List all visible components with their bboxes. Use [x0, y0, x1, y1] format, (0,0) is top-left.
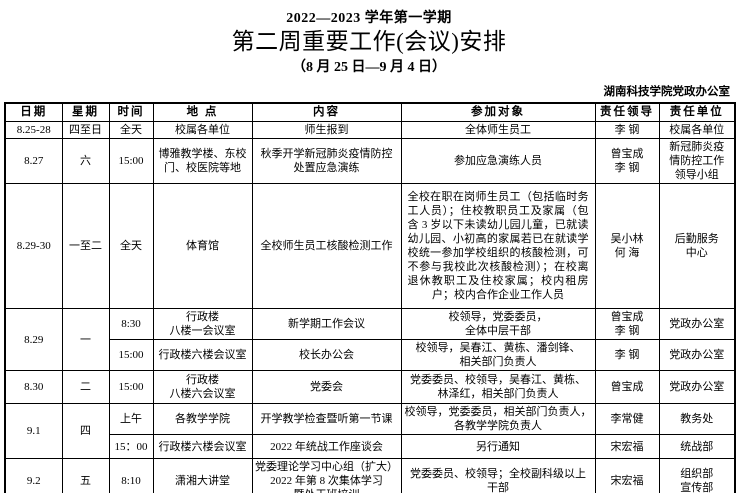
cell-participants: 校领导，吴春江、黄栋、潘剑锋、 相关部门负责人: [400, 339, 596, 371]
cell-participants: 党委委员、校领导；全校副科级以上 干部: [400, 458, 596, 493]
column-header-place: 地 点: [152, 102, 253, 122]
table-row: 9.1 四 上午 各教学学院 开学教学检查暨听第一节课 校领导，党委委员，相关部…: [4, 403, 736, 459]
cell-content: 师生报到: [251, 121, 402, 139]
cell-time: 15:00: [108, 138, 154, 184]
cell-place: 各教学学院: [152, 403, 253, 435]
cell-unit: 党政办公室: [658, 339, 736, 371]
column-header-leader: 责任领导: [594, 102, 660, 122]
cell-participants: 校领导，党委委员，相关部门负责人， 各教学学院负责人: [400, 403, 596, 435]
cell-unit: 统战部: [658, 434, 736, 459]
cell-date: 9.2: [4, 458, 63, 493]
column-header-time: 时间: [108, 102, 154, 122]
cell-content: 党委理论学习中心组（扩大） 2022 年第 8 次集体学习 暨处干班培训: [251, 458, 402, 493]
cell-unit: 组织部 宣传部: [658, 458, 736, 493]
table-row: 15：00 行政楼六楼会议室 2022 年统战工作座谈会 另行通知 宋宏福 统战…: [5, 434, 736, 459]
cell-unit: 新冠肺炎疫 情防控工作 领导小组: [658, 138, 736, 184]
cell-leader: 宋宏福: [594, 458, 660, 493]
column-header-week: 星期: [61, 102, 110, 122]
cell-time: 15:00: [108, 339, 154, 371]
header-row: 日期 星期 时间 地 点 内容 参加对象 责任领导 责任单位: [4, 102, 736, 122]
column-header-content: 内容: [251, 102, 402, 122]
cell-participants: 全校在职在岗师生员工（包括临时务工人员）；住校教职员工及家属（包含 3 岁以下未…: [400, 183, 596, 309]
column-header-unit: 责任单位: [658, 102, 736, 122]
cell-time: 全天: [108, 121, 154, 139]
table-row: 8.29 一 8:30 行政楼 八楼一会议室 新学期工作会议 校领导，党委委员，…: [4, 308, 736, 371]
cell-date: 8.25-28: [4, 121, 63, 139]
cell-week: 四: [61, 403, 110, 459]
cell-time: 全天: [108, 183, 154, 309]
cell-unit: 校属各单位: [658, 121, 736, 139]
cell-leader: 曾宝成: [594, 370, 660, 404]
cell-place: 行政楼六楼会议室: [152, 339, 253, 371]
cell-leader: 曾宝成 李 钢: [594, 308, 660, 340]
cell-participants: 另行通知: [400, 434, 596, 459]
cell-unit: 教务处: [658, 403, 736, 435]
cell-unit: 党政办公室: [658, 370, 736, 404]
cell-week: 一: [61, 308, 110, 371]
cell-place: 校属各单位: [152, 121, 253, 139]
cell-place: 行政楼 八楼六会议室: [152, 370, 253, 404]
date-range: （8 月 25 日—9 月 4 日）: [292, 60, 446, 75]
cell-place: 行政楼 八楼一会议室: [152, 308, 253, 340]
cell-place: 博雅教学楼、东校门、校医院等地: [152, 138, 253, 184]
cell-participants: 党委委员、校领导，吴春江、黄栋、 林泽红，相关部门负责人: [400, 370, 596, 404]
cell-date: 8.30: [4, 370, 63, 404]
cell-time: 上午: [108, 403, 154, 435]
cell-place: 行政楼六楼会议室: [152, 434, 253, 459]
issuing-office: 湖南科技学院党政办公室: [603, 86, 731, 98]
table-row: 8.29-30 一至二 全天 体育馆 全校师生员工核酸检测工作 全校在职在岗师生…: [4, 183, 736, 309]
title-block: 2022—2023 学年第一学期 第二周重要工作(会议)安排 （8 月 25 日…: [0, 0, 738, 76]
cell-participants: 全体师生员工: [400, 121, 596, 139]
table-row: 15:00 行政楼六楼会议室 校长办公会 校领导，吴春江、黄栋、潘剑锋、 相关部…: [5, 339, 736, 371]
table-row: 8.25-28 四至日 全天 校属各单位 师生报到 全体师生员工 李 钢 校属各…: [4, 121, 736, 139]
schedule-table: 日期 星期 时间 地 点 内容 参加对象 责任领导 责任单位 8.25-28 四…: [4, 102, 736, 493]
cell-unit: 党政办公室: [658, 308, 736, 340]
cell-place: 体育馆: [152, 183, 253, 309]
cell-content: 2022 年统战工作座谈会: [251, 434, 402, 459]
cell-leader: 李常健: [594, 403, 660, 435]
cell-date: 8.29: [4, 308, 63, 371]
cell-leader: 曾宝成 李 钢: [594, 138, 660, 184]
cell-date: 8.27: [4, 138, 63, 184]
column-header-participants: 参加对象: [400, 102, 596, 122]
cell-week: 五: [61, 458, 110, 493]
cell-place: 潇湘大讲堂: [152, 458, 253, 493]
cell-content: 校长办公会: [251, 339, 402, 371]
table-row: 8.27 六 15:00 博雅教学楼、东校门、校医院等地 秋季开学新冠肺炎疫情防…: [4, 138, 736, 184]
cell-participants: 参加应急演练人员: [400, 138, 596, 184]
cell-week: 二: [61, 370, 110, 404]
cell-time: 8:10: [108, 458, 154, 493]
column-header-date: 日期: [4, 102, 63, 122]
cell-content: 新学期工作会议: [251, 308, 402, 340]
cell-leader: 吴小林 何 海: [594, 183, 660, 309]
cell-week: 四至日: [61, 121, 110, 139]
cell-content: 秋季开学新冠肺炎疫情防控 处置应急演练: [251, 138, 402, 184]
cell-content: 开学教学检查暨听第一节课: [251, 403, 402, 435]
cell-unit: 后勤服务 中心: [658, 183, 736, 309]
cell-leader: 李 钢: [594, 339, 660, 371]
cell-time: 15:00: [108, 370, 154, 404]
semester-title: 2022—2023 学年第一学期: [286, 11, 452, 26]
cell-date: 9.1: [4, 403, 63, 459]
cell-content: 党委会: [251, 370, 402, 404]
cell-time: 15：00: [108, 434, 154, 459]
cell-date: 8.29-30: [4, 183, 63, 309]
cell-week: 一至二: [61, 183, 110, 309]
cell-leader: 宋宏福: [594, 434, 660, 459]
table-row: 9.2 五 8:10 潇湘大讲堂 党委理论学习中心组（扩大） 2022 年第 8…: [4, 458, 736, 493]
cell-time: 8:30: [108, 308, 154, 340]
cell-content: 全校师生员工核酸检测工作: [251, 183, 402, 309]
page-title: 第二周重要工作(会议)安排: [231, 29, 507, 54]
table-row: 8.30 二 15:00 行政楼 八楼六会议室 党委会 党委委员、校领导，吴春江…: [4, 370, 736, 404]
cell-week: 六: [61, 138, 110, 184]
cell-participants: 校领导，党委委员， 全体中层干部: [400, 308, 596, 340]
cell-leader: 李 钢: [594, 121, 660, 139]
